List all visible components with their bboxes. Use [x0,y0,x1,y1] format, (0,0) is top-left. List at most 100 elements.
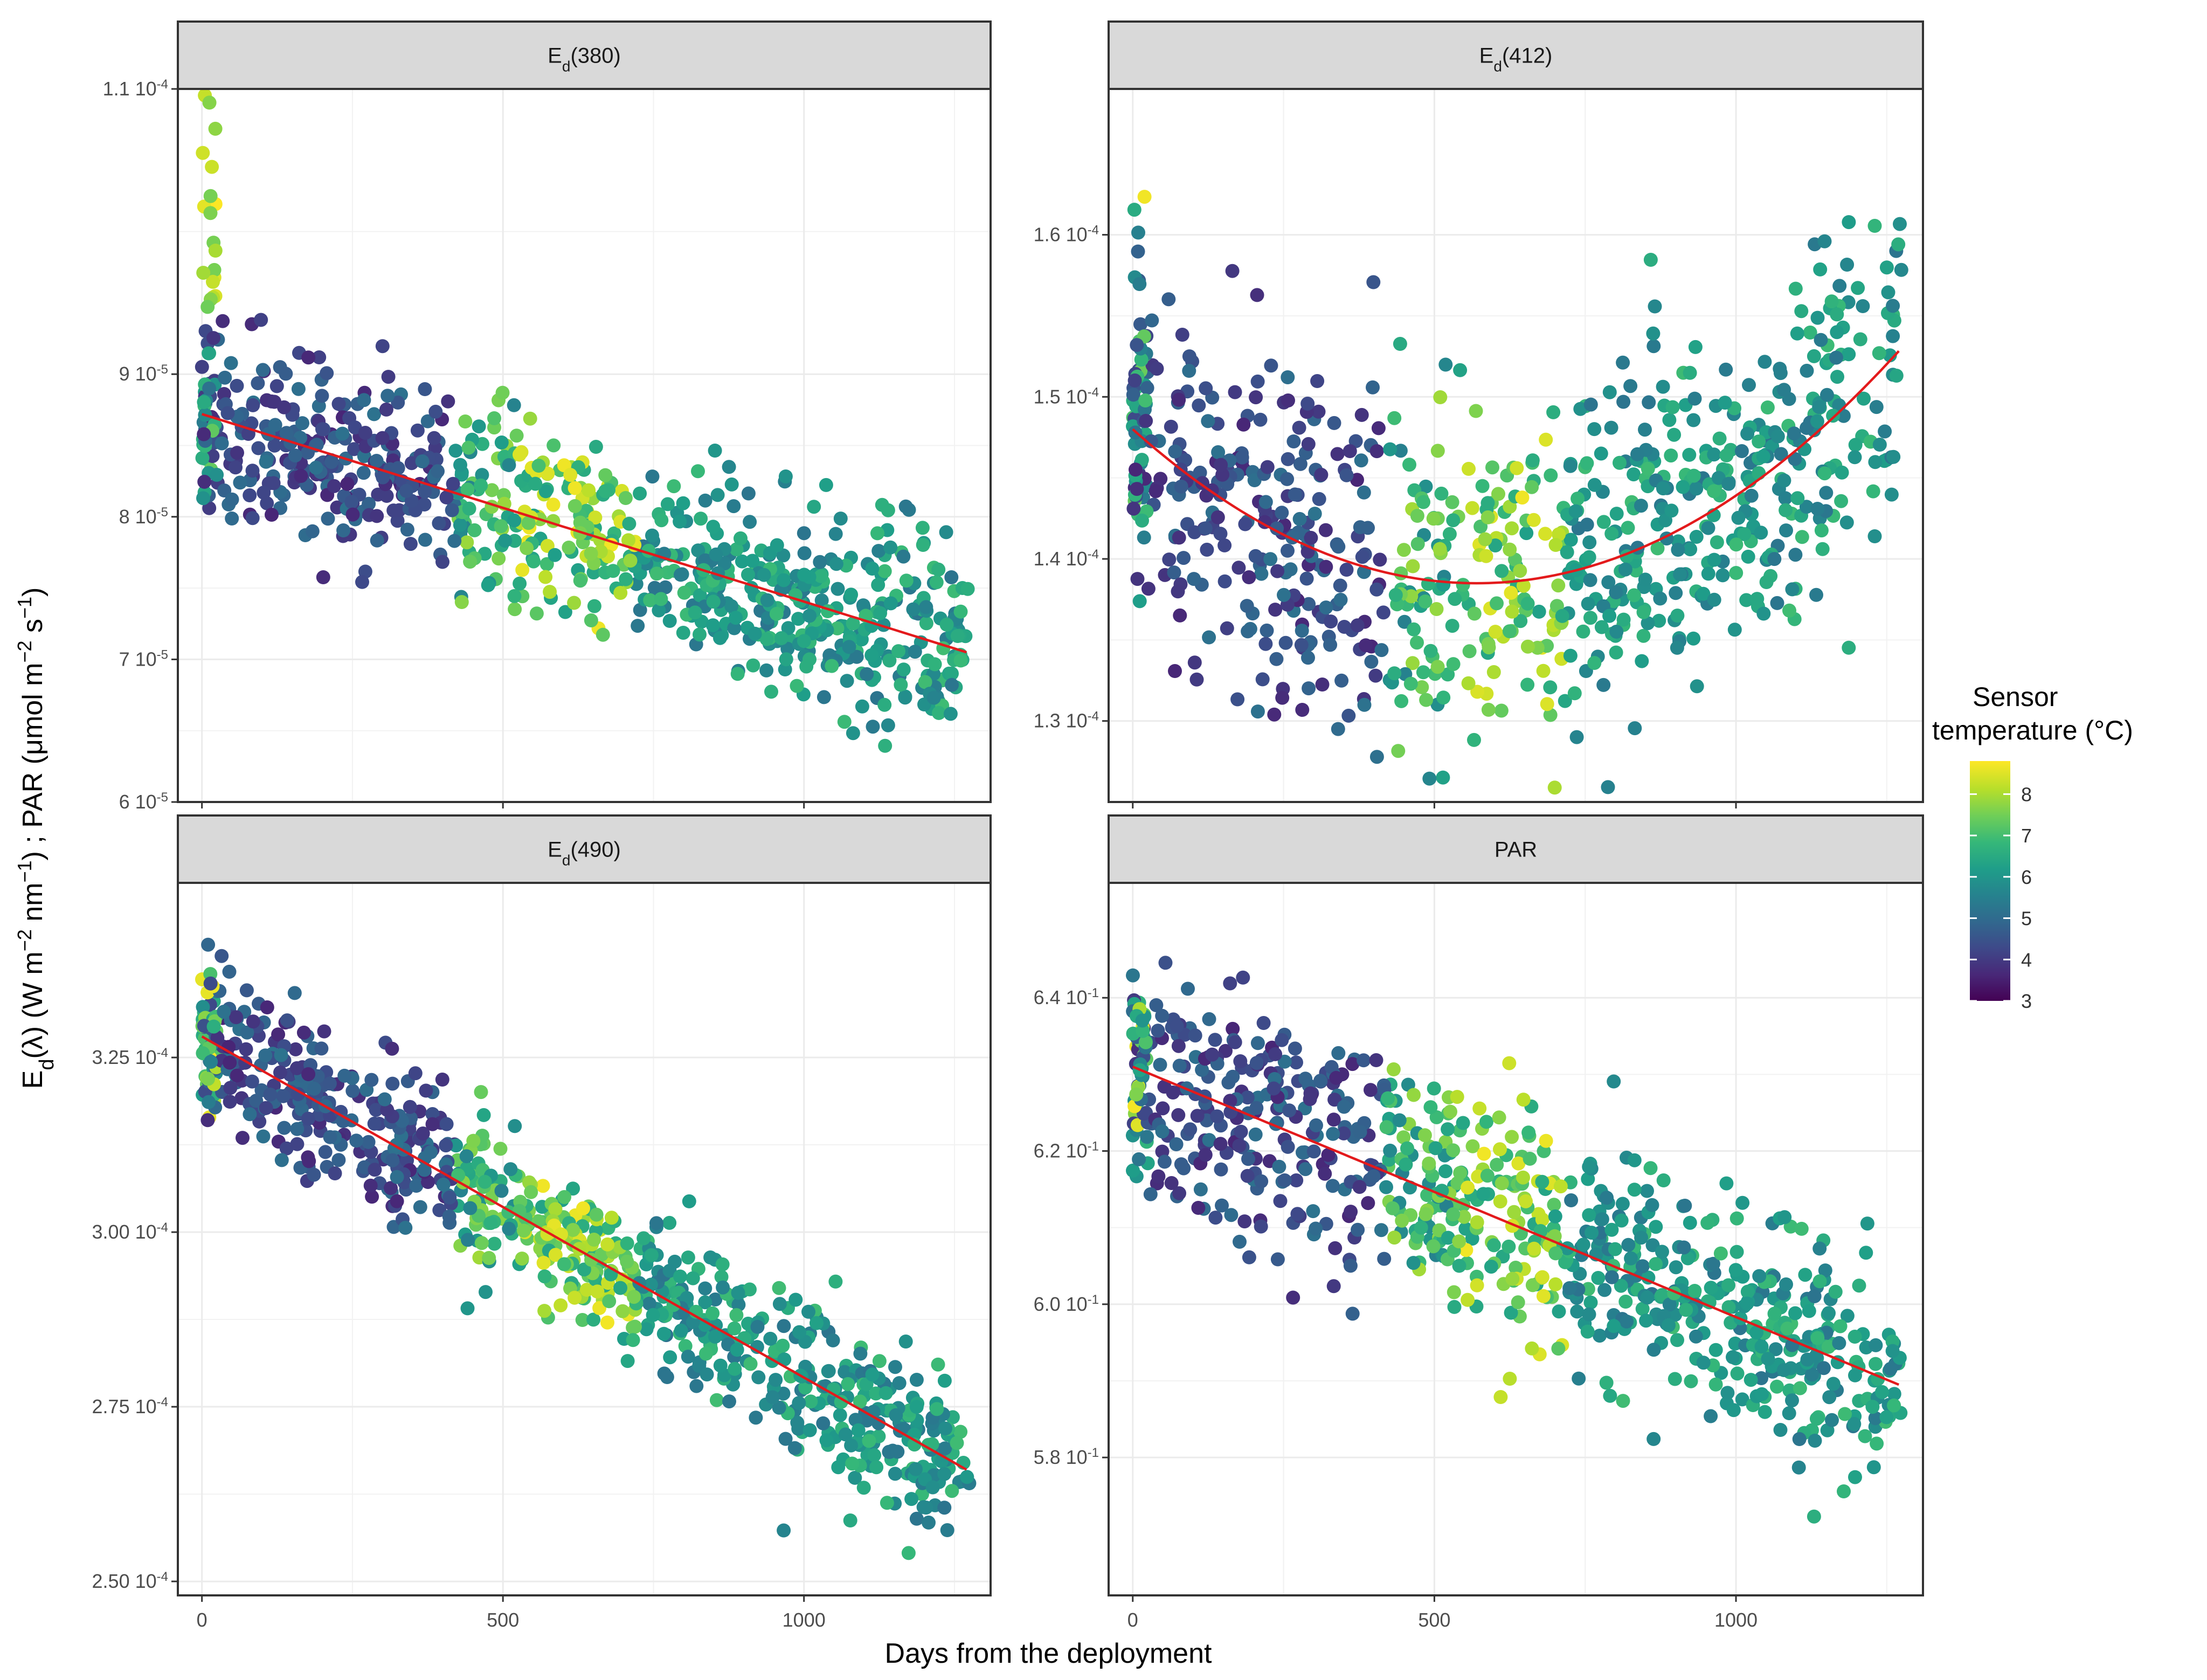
data-point [358,426,372,440]
data-point [843,1513,857,1527]
data-point [210,1031,225,1045]
data-point [1396,543,1411,557]
data-point [1870,1436,1884,1451]
data-point [1480,1169,1495,1183]
data-point [1773,362,1787,376]
data-point [543,585,557,599]
data-point [772,1400,786,1415]
data-point [463,1201,478,1215]
data-point [1687,391,1702,406]
data-point [1810,502,1825,516]
data-point [1852,1278,1866,1293]
data-point [1620,1314,1634,1329]
data-point [620,1236,634,1250]
data-point [1256,1016,1271,1030]
x-axis-title: Days from the deployment [885,1638,1212,1669]
data-point [1891,237,1906,252]
x-tick-label: 500 [487,1609,519,1631]
data-point [652,603,666,618]
data-point [1740,426,1755,441]
data-point [892,1376,907,1391]
data-point [217,1005,231,1019]
data-point [1807,349,1821,363]
data-point [1352,1180,1367,1194]
data-point [538,570,553,584]
data-point [1587,422,1602,437]
data-point [1851,281,1865,295]
data-point [1407,622,1421,637]
data-point [660,497,675,511]
data-point [447,534,462,548]
data-point [196,1000,210,1014]
data-point [345,1084,360,1098]
data-point [265,508,279,522]
data-point [276,1089,290,1103]
data-point [654,513,669,528]
data-point [1361,521,1375,535]
data-point [1353,1125,1367,1139]
data-point [1228,385,1242,399]
data-point [1423,644,1438,658]
strip-main: E [1479,44,1494,68]
data-point [1300,396,1315,411]
data-point [1485,460,1499,475]
data-point [938,1441,952,1456]
data-point [1345,1306,1360,1321]
data-point [1426,1239,1441,1254]
data-point [538,484,553,499]
data-point [1878,424,1892,439]
data-point [1174,1157,1188,1172]
data-point [1350,618,1365,633]
data-point [1364,1083,1378,1097]
data-point [891,644,905,659]
data-point [1324,1060,1339,1074]
legend-colorbar [1970,761,2010,1001]
data-point [1288,1041,1302,1056]
data-point [1403,676,1418,691]
data-point [799,659,814,674]
data-point [851,1423,866,1437]
data-point [1470,685,1485,699]
data-point [1410,635,1424,650]
data-point [1387,411,1402,425]
data-point [821,1364,836,1378]
data-point [1126,388,1140,402]
data-point [1687,1284,1702,1298]
data-point [1645,1198,1659,1212]
data-point [1535,1270,1549,1284]
data-point [1253,412,1268,427]
data-point [906,602,921,617]
data-point [792,1325,807,1339]
data-point [1333,578,1347,593]
data-point [1250,288,1264,302]
data-point [709,547,723,562]
data-point [1662,1318,1676,1332]
data-point [1237,1214,1252,1229]
data-point [427,431,441,445]
data-point [1649,1220,1663,1234]
data-point [1240,599,1254,613]
data-point [909,1400,924,1414]
data-point [1840,258,1855,272]
data-point [705,1306,720,1321]
data-point [1324,614,1338,629]
data-point [654,592,668,606]
data-point [1573,402,1588,416]
data-point [1866,484,1880,499]
data-point [1217,574,1232,589]
data-point [1777,1210,1792,1225]
data-point [1641,616,1655,631]
data-point [833,511,848,526]
data-point [1366,275,1381,289]
data-point [1860,1216,1874,1231]
data-point [814,569,828,583]
data-point [1137,190,1152,204]
data-point [848,1413,863,1427]
data-point [865,1367,880,1382]
data-point [251,441,266,455]
data-point [1656,379,1670,394]
data-point [1250,1036,1265,1050]
data-point [1143,1187,1158,1201]
data-point [1445,619,1459,633]
data-point [1670,1333,1684,1347]
